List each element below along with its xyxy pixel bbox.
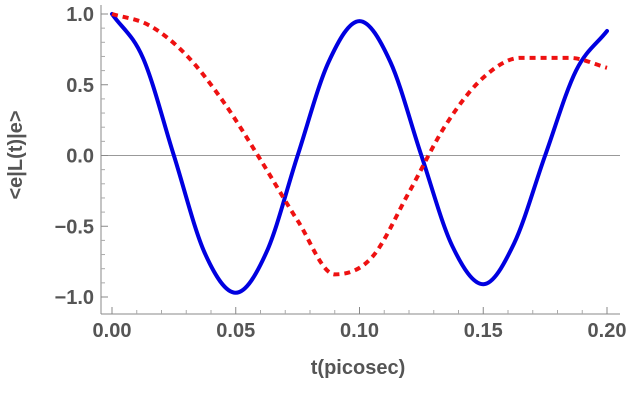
x-axis-title: t(picosec) <box>311 357 405 379</box>
y-tick-label: 0.5 <box>66 75 94 97</box>
series-line-dashed-red <box>111 12 608 277</box>
x-tick-label: 0.15 <box>464 320 503 342</box>
y-tick-label: 0.0 <box>66 146 94 168</box>
x-tick-label: 0.10 <box>340 320 379 342</box>
y-tick-label: −0.5 <box>55 216 94 238</box>
y-axis-title: <e|L(t)|e> <box>5 111 27 200</box>
series-line-solid-blue <box>110 12 609 295</box>
y-tick-label: −1.0 <box>55 287 94 309</box>
x-tick-label: 0.20 <box>588 320 627 342</box>
x-tick-label: 0.05 <box>216 320 255 342</box>
axes-layer: 0.00 0.05 0.10 0.15 0.20 1.0 0.5 0.0 −0.5 −1.0 <box>55 4 627 342</box>
series-layer <box>110 12 609 295</box>
y-tick-label: 1.0 <box>66 4 94 26</box>
labels-layer: t(picosec) <e|L(t)|e> <box>5 111 405 380</box>
x-tick-label: 0.00 <box>93 320 132 342</box>
